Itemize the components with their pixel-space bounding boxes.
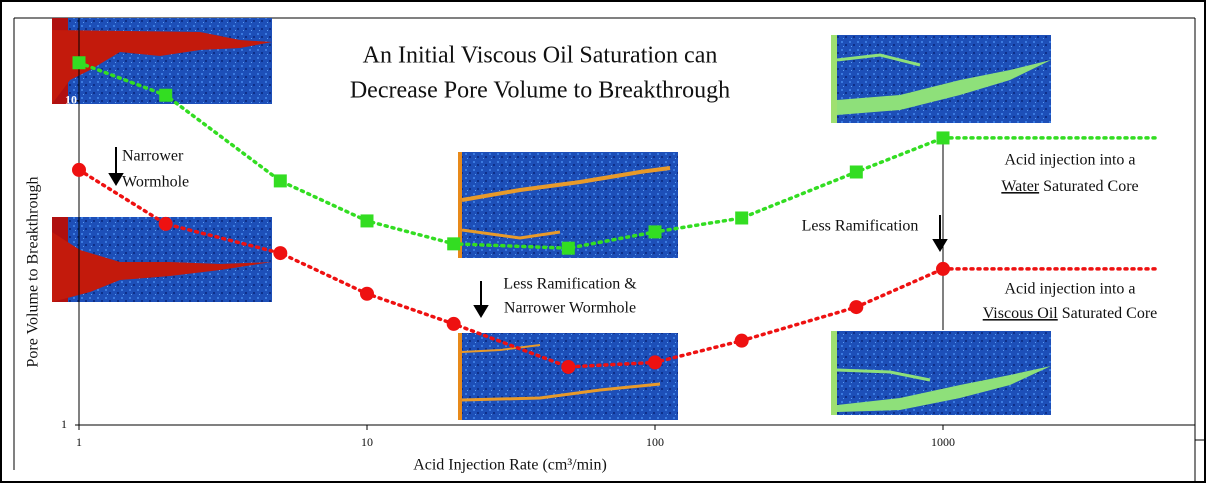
sim-image <box>458 152 678 258</box>
series-line <box>77 168 945 369</box>
arrow <box>108 147 948 318</box>
x-tick-label: 1000 <box>931 435 955 449</box>
point <box>648 355 662 370</box>
point <box>447 237 461 251</box>
annotation: Acid injection into a <box>1004 152 1135 169</box>
point <box>734 333 749 348</box>
point <box>561 241 575 255</box>
y-tick-label: 10 <box>65 93 77 107</box>
point <box>273 246 288 261</box>
annotation: Water Saturated Core <box>1001 178 1138 195</box>
annotation: Narrower Wormhole <box>504 300 636 317</box>
annotation: Wormhole <box>122 174 189 191</box>
point <box>849 300 864 315</box>
sim-image <box>52 18 272 104</box>
point <box>735 211 749 225</box>
point <box>648 225 662 239</box>
annotation: Narrower <box>122 148 184 165</box>
sim-image <box>52 217 272 302</box>
y-tick-label: 1 <box>61 417 67 431</box>
point <box>72 162 86 177</box>
point <box>72 56 86 70</box>
point <box>360 286 374 301</box>
annotation: Viscous Oil Saturated Core <box>983 305 1158 322</box>
point <box>273 174 287 188</box>
x-tick-label: 100 <box>646 435 664 449</box>
sim-image <box>831 35 1051 123</box>
chart-title: Decrease Pore Volume to Breakthrough <box>350 78 730 104</box>
x-tick-label: 10 <box>361 435 373 449</box>
annotation: Saturated Core <box>1039 178 1139 195</box>
point <box>158 216 173 231</box>
sim-image <box>458 333 678 420</box>
sim-image <box>831 331 1051 415</box>
y-axis-label: Pore Volume to Breakthrough <box>25 177 42 368</box>
point <box>936 261 950 276</box>
annotation: Less Ramification <box>802 218 919 235</box>
annotation: Saturated Core <box>1058 305 1158 322</box>
annotation-underlined: Viscous Oil <box>983 305 1059 322</box>
annotation: Less Ramification & <box>503 276 637 293</box>
point <box>849 165 863 179</box>
x-axis-label: Acid Injection Rate (cm³/min) <box>413 457 607 474</box>
point <box>561 359 576 374</box>
point <box>446 316 461 331</box>
point <box>936 131 950 145</box>
annotation: Acid injection into a <box>1004 281 1135 298</box>
point <box>159 88 173 102</box>
annotation-underlined: Water <box>1001 178 1039 195</box>
chart-title: An Initial Viscous Oil Saturation can <box>363 43 718 69</box>
series-line <box>77 60 945 250</box>
x-tick-label: 1 <box>76 435 82 449</box>
point <box>360 214 374 228</box>
